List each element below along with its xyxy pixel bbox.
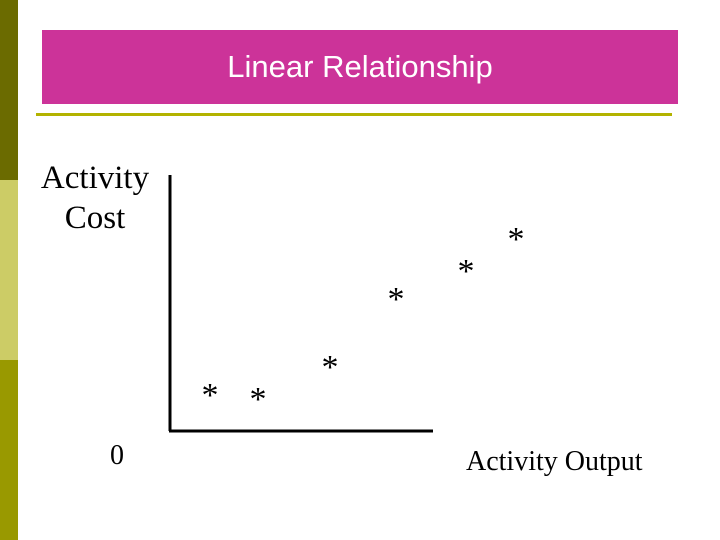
data-point-3: *: [322, 349, 339, 386]
data-points: * * * * * *: [202, 221, 525, 418]
data-point-1: *: [202, 377, 219, 414]
data-point-6: *: [508, 221, 525, 258]
data-point-4: *: [388, 281, 405, 318]
left-stripe-bottom: [0, 360, 18, 540]
title-underline: [36, 113, 672, 116]
x-axis-label: Activity Output: [466, 446, 643, 477]
y-axis-label: Activity Cost: [30, 158, 160, 238]
left-stripe-top: [0, 0, 18, 180]
title-banner: Linear Relationship: [42, 30, 678, 104]
origin-label: 0: [110, 440, 124, 471]
left-stripe-middle: [0, 180, 18, 360]
y-axis-label-line-1: Activity: [40, 160, 150, 196]
data-point-2: *: [250, 381, 267, 418]
data-point-5: *: [458, 253, 475, 290]
slide-title: Linear Relationship: [227, 49, 493, 84]
y-axis-label-line-2: Cost: [64, 200, 126, 236]
